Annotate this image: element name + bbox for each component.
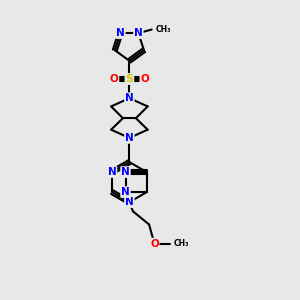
Text: CH₃: CH₃ <box>155 25 171 34</box>
Text: O: O <box>150 238 159 249</box>
Text: N: N <box>125 197 134 207</box>
Text: O: O <box>110 74 118 84</box>
Text: S: S <box>125 74 134 84</box>
Text: N: N <box>134 28 143 38</box>
Text: N: N <box>125 133 134 143</box>
Text: N: N <box>125 93 134 103</box>
Text: O: O <box>140 74 149 84</box>
Text: N: N <box>116 28 125 38</box>
Text: N: N <box>121 187 130 197</box>
Text: N: N <box>121 167 130 177</box>
Text: CH₃: CH₃ <box>174 239 189 248</box>
Text: N: N <box>108 167 116 177</box>
